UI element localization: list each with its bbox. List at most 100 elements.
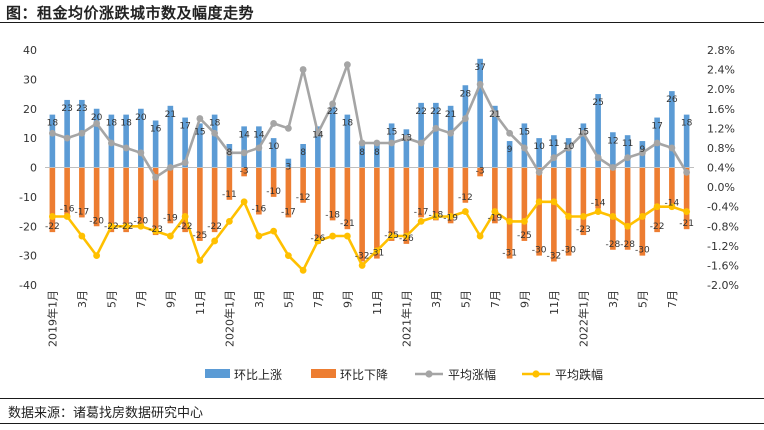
bar-up — [123, 114, 129, 168]
data-label-up: 11 — [548, 139, 559, 149]
bar-down — [197, 167, 203, 241]
point-avg-fall — [196, 257, 204, 264]
data-label-up: 10 — [533, 142, 545, 152]
data-label-down: -16 — [252, 205, 267, 215]
bar-down — [167, 167, 174, 224]
bar-down — [654, 167, 660, 233]
point-avg-fall — [299, 266, 307, 274]
data-label-down: -16 — [60, 205, 75, 215]
bar-down — [506, 167, 513, 259]
data-label-up: 18 — [342, 119, 354, 129]
data-label-down: -26 — [399, 234, 414, 244]
data-label-up: 9 — [507, 145, 513, 155]
data-label-down: -18 — [429, 210, 444, 220]
bar-up — [565, 138, 572, 168]
point-avg-rise — [181, 159, 189, 167]
data-label-down: -23 — [148, 225, 163, 235]
data-label-up: 14 — [312, 130, 324, 140]
x-tick-label: 5月 — [282, 290, 295, 308]
data-label-down: -21 — [679, 219, 694, 229]
bar-down — [152, 167, 159, 236]
point-avg-fall — [550, 198, 558, 206]
y-tick-label-right: -1.2% — [707, 240, 739, 253]
point-avg-rise — [137, 149, 145, 157]
bar-down — [64, 167, 70, 215]
point-avg-rise — [638, 149, 646, 157]
point-avg-fall — [520, 217, 528, 225]
data-label-up: 15 — [194, 127, 205, 137]
point-avg-fall — [491, 208, 499, 215]
data-label-up: 14 — [253, 130, 265, 140]
data-label-down: -14 — [591, 199, 606, 209]
bar-up — [492, 105, 498, 168]
bar-up — [462, 85, 469, 168]
legend-label-fall: 平均跌幅 — [555, 367, 603, 382]
y-tick-label-right: 1.6% — [707, 103, 735, 116]
data-label-down: -22 — [207, 222, 222, 232]
y-tick-label-right: 1.2% — [707, 122, 735, 135]
bar-up — [285, 158, 292, 168]
data-label-up: 25 — [592, 98, 603, 108]
bar-down — [93, 167, 100, 227]
bar-down — [683, 167, 690, 230]
data-label-up: 18 — [209, 119, 221, 129]
point-avg-fall — [48, 213, 56, 220]
point-avg-fall — [373, 247, 381, 255]
point-avg-fall — [506, 217, 514, 225]
bar-up — [447, 105, 454, 168]
bar-up — [64, 99, 70, 168]
line-avg-fall — [52, 200, 688, 272]
data-label-down: -30 — [532, 246, 547, 256]
bar-down — [580, 167, 587, 236]
point-avg-fall — [122, 222, 130, 230]
bar-up — [300, 144, 306, 168]
bar-up — [182, 117, 188, 168]
data-label-down: -19 — [443, 213, 458, 223]
bar-down — [595, 167, 601, 209]
bar-up — [683, 114, 690, 168]
bar-down — [315, 167, 321, 244]
y-tick-label-left: 0 — [30, 162, 37, 175]
point-avg-fall — [358, 262, 366, 269]
bar-down — [388, 167, 395, 241]
bar-down — [359, 167, 365, 262]
bar-down — [256, 167, 262, 215]
y-tick-label-right: 2.4% — [707, 64, 735, 77]
data-label-down: -10 — [266, 187, 281, 197]
data-label-down: -25 — [517, 231, 532, 241]
y-tick-label-left: -20 — [19, 220, 37, 233]
data-label-down: -12 — [296, 193, 311, 203]
point-avg-rise — [196, 115, 204, 122]
y-tick-label-right: 0.0% — [707, 181, 735, 194]
data-label-up: 12 — [607, 136, 618, 146]
data-label-down: -3 — [240, 166, 249, 176]
data-label-up: 8 — [374, 148, 380, 158]
point-avg-rise — [299, 66, 307, 73]
point-avg-fall — [78, 232, 86, 240]
data-label-down: -26 — [311, 234, 326, 244]
x-tick-label: 2021年1月 — [399, 290, 413, 347]
point-avg-fall — [137, 222, 145, 230]
x-tick-label: 11月 — [194, 290, 207, 315]
legend-marker-fall — [532, 370, 540, 378]
legend-swatch-up — [205, 369, 230, 378]
data-label-down: -19 — [163, 213, 178, 223]
point-avg-rise — [683, 168, 691, 176]
data-label-down: -17 — [75, 207, 90, 217]
x-tick-label: 2020年1月 — [222, 290, 236, 347]
data-label-down: -21 — [340, 219, 355, 229]
point-avg-rise — [447, 129, 455, 137]
point-avg-rise — [78, 129, 86, 137]
bar-down — [285, 167, 292, 218]
y-tick-label-left: -10 — [19, 191, 37, 204]
point-avg-rise — [373, 139, 381, 147]
data-label-down: -22 — [119, 222, 134, 232]
point-avg-fall — [432, 213, 440, 220]
y-tick-label-left: -30 — [19, 250, 37, 263]
data-label-up: 15 — [519, 127, 530, 137]
point-avg-rise — [609, 164, 617, 171]
y-tick-label-right: -2.0% — [707, 279, 739, 292]
data-label-up: 18 — [106, 119, 118, 129]
bar-up — [197, 123, 203, 168]
point-avg-fall — [565, 213, 573, 220]
